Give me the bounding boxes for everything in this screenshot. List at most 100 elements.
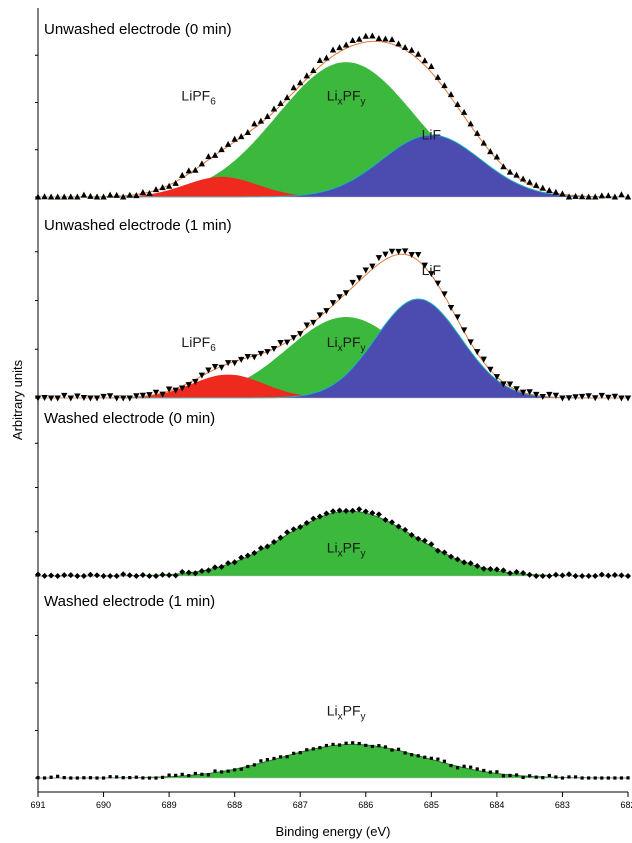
data-point <box>80 191 88 198</box>
data-point <box>434 547 441 554</box>
data-point <box>290 84 297 91</box>
data-point <box>349 507 356 514</box>
data-point <box>533 181 540 188</box>
panel-title: Washed electrode (0 min) <box>44 410 215 427</box>
peak-annotation: LixPFy <box>327 703 366 723</box>
data-point <box>592 395 599 402</box>
data-point <box>488 770 492 774</box>
data-point <box>100 393 107 400</box>
data-point <box>408 252 415 259</box>
data-point <box>342 290 350 297</box>
data-point <box>239 767 243 771</box>
data-point <box>167 773 171 777</box>
data-point <box>526 178 533 185</box>
data-point <box>107 573 114 579</box>
data-point <box>436 757 440 761</box>
data-point <box>395 248 402 255</box>
data-point <box>336 294 343 301</box>
data-point <box>402 526 409 533</box>
data-point <box>474 129 481 136</box>
data-point <box>159 184 166 191</box>
data-point <box>389 519 395 526</box>
data-point <box>401 44 409 51</box>
data-point <box>618 395 625 402</box>
component-area-lixpfy <box>38 317 628 398</box>
data-point <box>375 255 383 262</box>
panel-2: Unwashed electrode (1 min) LiPF6 LixPFy LiF <box>34 217 632 402</box>
data-point <box>370 744 374 749</box>
panel-4: Washed electrode (1 min) LixPFy <box>35 593 630 780</box>
data-point <box>205 367 212 374</box>
peak-annotation: LixPFy <box>327 334 366 354</box>
data-point <box>192 570 199 577</box>
data-point <box>467 339 474 346</box>
data-point <box>474 563 481 570</box>
data-point <box>200 772 204 776</box>
data-point <box>519 175 527 182</box>
data-point <box>455 766 460 770</box>
data-point <box>362 32 369 39</box>
data-point <box>364 743 368 748</box>
data-point <box>205 153 212 160</box>
data-point <box>193 771 197 776</box>
data-point <box>508 773 512 778</box>
data-point <box>179 568 186 575</box>
data-point <box>120 571 127 578</box>
data-point <box>69 776 73 780</box>
data-point <box>375 35 383 42</box>
data-point <box>251 120 258 127</box>
data-point <box>362 508 369 515</box>
data-point <box>501 774 506 778</box>
data-point <box>41 395 48 402</box>
data-point <box>303 72 310 79</box>
data-point <box>441 291 448 298</box>
data-point <box>218 146 225 153</box>
data-point <box>56 774 60 778</box>
data-point <box>329 300 337 307</box>
data-point <box>75 776 79 780</box>
data-point <box>192 166 199 173</box>
data-point <box>428 62 435 69</box>
data-point <box>500 163 507 170</box>
data-point <box>500 381 507 388</box>
data-point <box>323 510 330 517</box>
data-point <box>41 193 48 200</box>
data-point <box>519 389 527 396</box>
data-point <box>174 773 178 777</box>
data-point <box>80 573 87 579</box>
x-ticks: 691 690 689 688 687 686 685 684 683 682 <box>30 792 632 810</box>
data-point <box>139 392 147 399</box>
data-point <box>152 389 160 396</box>
data-point <box>539 573 546 579</box>
data-point <box>500 567 507 574</box>
data-point <box>449 763 453 768</box>
data-point <box>146 392 153 399</box>
data-point <box>179 385 186 392</box>
data-point <box>585 393 592 400</box>
data-point <box>605 394 612 401</box>
data-point <box>74 572 81 579</box>
panel-title: Unwashed electrode (1 min) <box>44 217 232 234</box>
data-point <box>305 748 309 752</box>
data-point <box>428 271 435 278</box>
data-point <box>513 171 520 178</box>
data-point <box>600 776 604 780</box>
data-point <box>336 44 343 51</box>
data-point <box>120 395 127 402</box>
data-point <box>113 572 120 579</box>
peak-annotation: LixPFy <box>327 88 366 108</box>
data-point <box>120 193 127 200</box>
data-point <box>546 391 553 398</box>
data-point <box>172 179 179 186</box>
data-point <box>146 573 153 579</box>
data-point <box>231 360 238 367</box>
x-tick-label: 690 <box>96 800 111 810</box>
data-point <box>349 279 356 286</box>
data-point <box>323 54 330 61</box>
data-point <box>506 168 514 175</box>
data-point <box>434 73 442 80</box>
data-point <box>284 529 291 536</box>
data-point <box>421 262 428 269</box>
data-point <box>74 193 81 200</box>
data-point <box>408 46 415 53</box>
